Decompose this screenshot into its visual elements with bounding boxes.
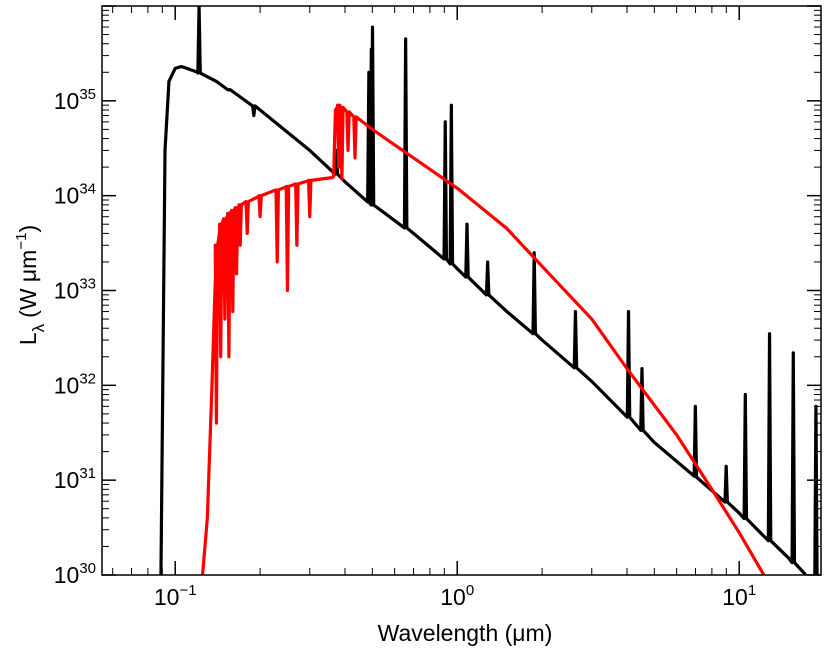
y-axis-title-unit-suffix: ) <box>15 225 41 233</box>
y-tick-label-3: 1033 <box>54 276 96 304</box>
x-axis-title: Wavelength (μm) <box>378 620 553 646</box>
y-axis-title: Lλ (W μm−1) <box>13 225 48 345</box>
y-tick-label-4: 1034 <box>54 181 96 209</box>
y-axis-title-sub: λ <box>29 323 48 332</box>
y-tick-label-2: 1032 <box>54 370 96 398</box>
x-tick-label-0: 10−1 <box>154 582 197 610</box>
x-tick-label-1: 100 <box>440 582 474 610</box>
y-axis-title-main: L <box>15 332 41 345</box>
x-tick-labels: 10−1 100 101 <box>154 582 756 610</box>
y-axis-title-unit-exp: −1 <box>13 233 30 250</box>
plot-area <box>159 6 819 575</box>
y-tick-labels: 1030 1031 1032 1033 1034 1035 <box>54 86 96 588</box>
y-tick-label-1: 1031 <box>54 465 96 493</box>
y-tick-label-0: 1030 <box>54 560 96 588</box>
y-tick-label-5: 1035 <box>54 86 96 114</box>
x-tick-label-2: 101 <box>722 582 756 610</box>
axes-frame <box>101 5 822 576</box>
y-axis-title-unit-prefix: (W μm <box>15 250 41 318</box>
